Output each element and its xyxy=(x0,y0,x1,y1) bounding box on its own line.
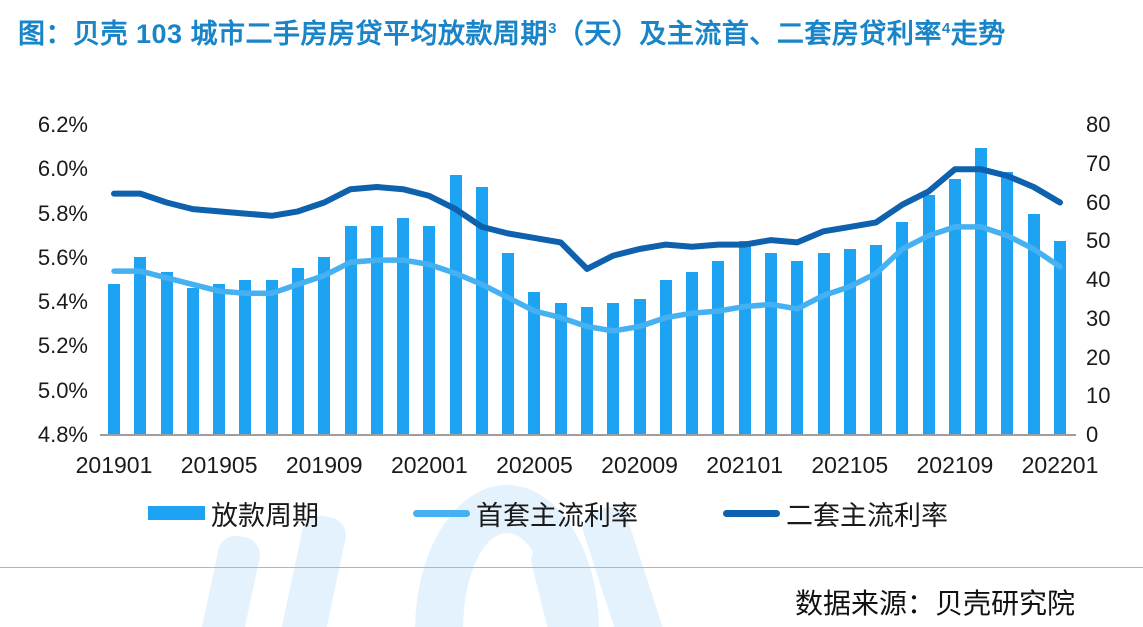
left-axis-tick: 5.0% xyxy=(37,377,88,403)
legend-label: 放款周期 xyxy=(211,500,319,531)
left-axis-tick: 5.4% xyxy=(37,289,88,315)
x-axis-tick: 201901 xyxy=(75,452,153,478)
bar-202010 xyxy=(659,280,672,435)
x-axis-tick: 202005 xyxy=(496,452,573,478)
right-axis-tick: 30 xyxy=(1086,305,1111,331)
title-footnote-3: 3 xyxy=(548,20,557,37)
x-axis-tick: 201905 xyxy=(180,452,258,478)
x-axis-line xyxy=(100,434,1076,436)
x-axis-tick: 202001 xyxy=(390,452,468,478)
legend-item-first-home-rate: 首套主流利率 xyxy=(413,499,638,531)
bar-201901 xyxy=(108,283,120,435)
bar-202102 xyxy=(764,252,777,435)
bar-202111 xyxy=(1001,171,1014,435)
x-axis-tick: 202009 xyxy=(601,452,678,478)
footer-divider xyxy=(0,567,1143,568)
bar-202006 xyxy=(554,303,567,435)
bar-202106 xyxy=(870,245,883,435)
bar-202004 xyxy=(502,252,515,435)
bar-202005 xyxy=(528,291,541,435)
bar-202101 xyxy=(738,241,751,435)
legend-item-loan-period: 放款周期 xyxy=(148,499,319,531)
bar-202009 xyxy=(633,299,646,435)
bar-201911 xyxy=(370,225,383,435)
title-text: （天）及主流首、二套房贷利率 xyxy=(556,19,942,49)
bar-202201 xyxy=(1054,241,1066,435)
bar-201909 xyxy=(318,256,331,435)
bar-202002 xyxy=(449,175,462,435)
bar-202008 xyxy=(607,303,620,435)
bar-202007 xyxy=(581,307,593,435)
bar-202001 xyxy=(423,225,436,435)
bar-202112 xyxy=(1027,214,1040,435)
left-axis-tick: 6.2% xyxy=(37,112,88,137)
right-axis-tick: 0 xyxy=(1086,422,1099,447)
bar-201912 xyxy=(397,218,410,435)
x-axis-tick: 202109 xyxy=(916,452,994,478)
bar-202107 xyxy=(896,221,909,435)
left-axis-tick: 5.2% xyxy=(37,333,88,359)
watermark-logo-stroke xyxy=(188,532,264,627)
right-axis-tick: 60 xyxy=(1086,189,1111,215)
x-axis-tick: 202201 xyxy=(1021,452,1099,478)
legend-label: 二套主流利率 xyxy=(786,500,948,531)
bar-201910 xyxy=(344,225,357,435)
bar-201904 xyxy=(186,287,199,435)
title-text: 走势 xyxy=(950,19,1006,49)
left-axis-tick: 5.8% xyxy=(37,200,88,226)
chart-title: 图：贝壳 103 城市二手房房贷平均放款周期3（天）及主流首、二套房贷利率4走势 xyxy=(18,12,1006,51)
bar-202011 xyxy=(686,272,699,435)
data-source-text: 数据来源：贝壳研究院 xyxy=(795,588,1076,619)
left-axis-tick: 4.8% xyxy=(37,422,88,447)
legend-label: 首套主流利率 xyxy=(476,500,638,531)
bar-201902 xyxy=(134,256,147,435)
legend-item-second-home-rate: 二套主流利率 xyxy=(723,499,948,531)
legend-line-swatch-light xyxy=(413,509,470,517)
x-axis-tick: 202101 xyxy=(706,452,784,478)
x-axis-tick: 201909 xyxy=(285,452,363,478)
bar-202105 xyxy=(843,249,856,435)
right-axis-tick: 80 xyxy=(1086,112,1111,137)
title-footnote-4: 4 xyxy=(941,20,951,37)
right-axis-tick: 50 xyxy=(1086,228,1111,254)
bar-201905 xyxy=(213,283,226,435)
bar-201907 xyxy=(265,280,278,435)
title-text: 图：贝壳 103 城市二手房房贷平均放款周期 xyxy=(18,19,549,49)
right-axis-tick: 40 xyxy=(1086,267,1111,292)
bar-202012 xyxy=(712,260,725,435)
right-axis-tick: 10 xyxy=(1086,383,1111,409)
left-axis-tick: 6.0% xyxy=(37,156,88,182)
bar-202109 xyxy=(948,179,961,435)
bar-201906 xyxy=(239,280,252,435)
bar-202110 xyxy=(975,148,988,435)
right-axis-tick: 20 xyxy=(1086,344,1111,370)
legend-line-swatch-dark xyxy=(723,509,780,517)
right-axis-tick: 70 xyxy=(1086,150,1111,176)
bar-202104 xyxy=(817,252,830,435)
bar-201903 xyxy=(160,272,173,435)
legend-bar-swatch xyxy=(148,506,205,520)
left-axis-tick: 5.6% xyxy=(37,244,88,270)
bar-202003 xyxy=(475,187,488,435)
bar-202108 xyxy=(922,194,935,435)
bar-201908 xyxy=(291,268,304,435)
bar-202103 xyxy=(791,260,804,435)
x-axis-tick: 202105 xyxy=(811,452,889,478)
